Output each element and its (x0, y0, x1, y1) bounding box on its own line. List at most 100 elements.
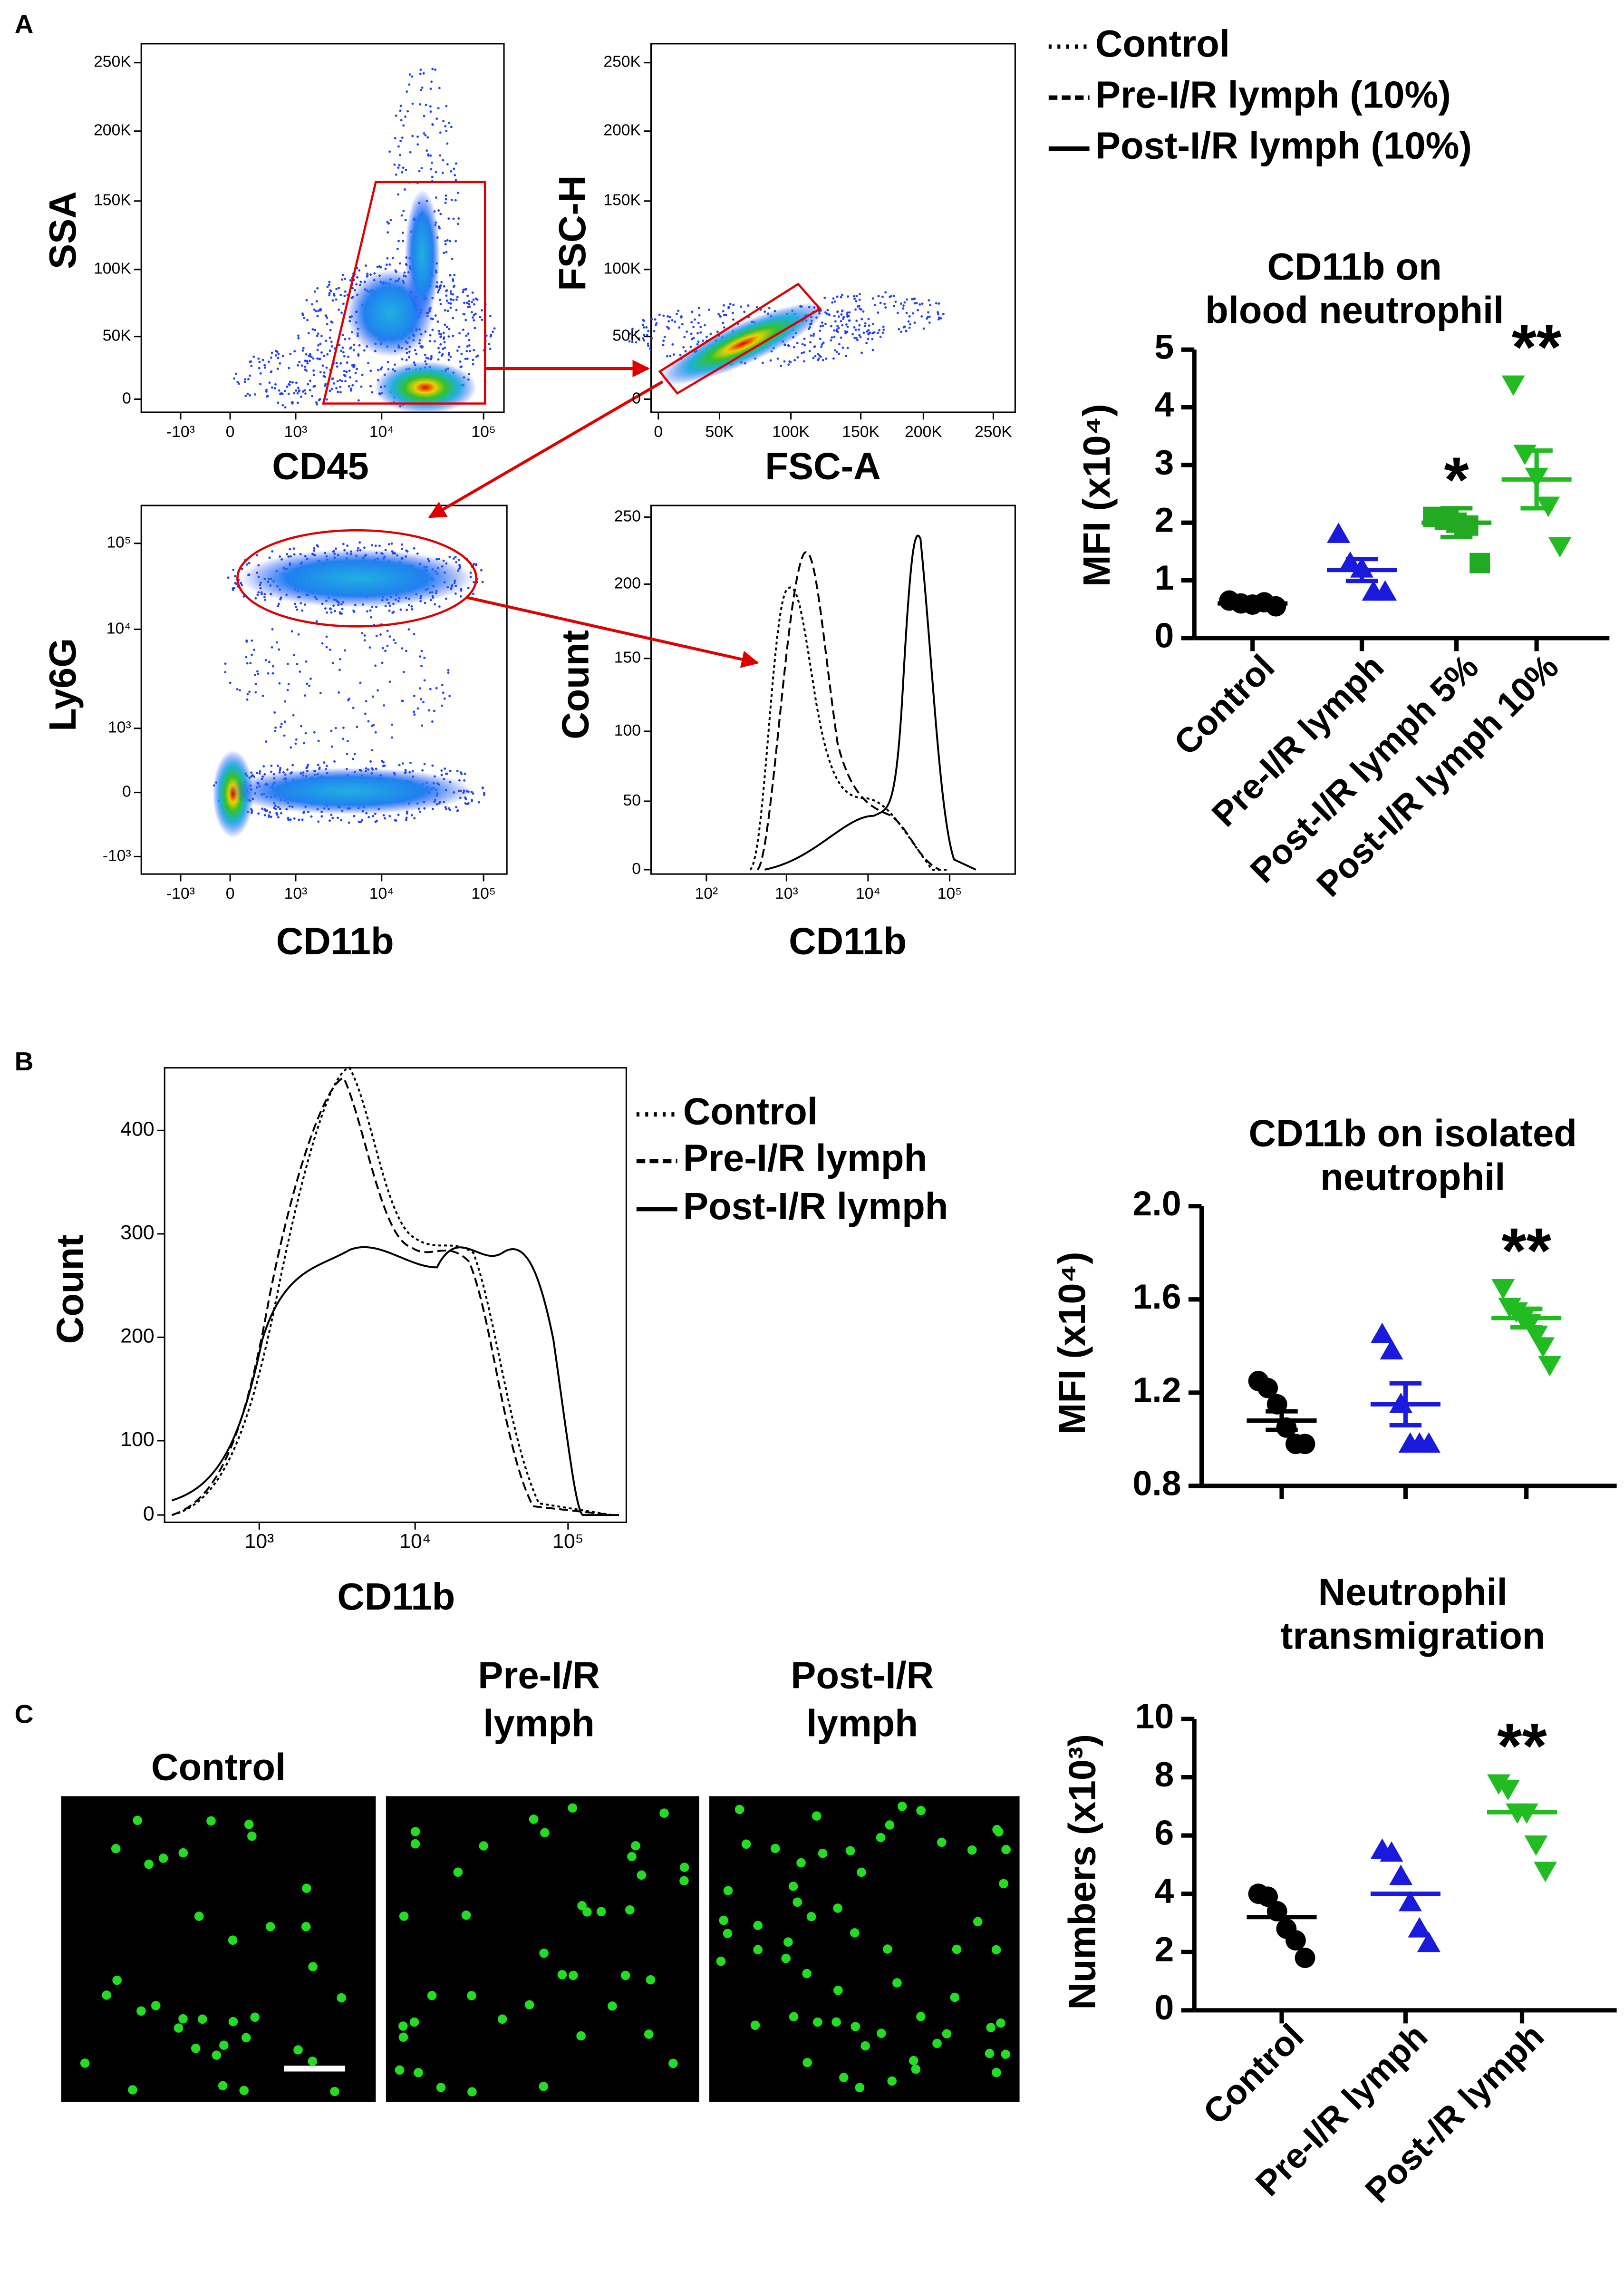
event (224, 671, 227, 674)
event (458, 332, 461, 335)
y-axis-label: Numbers (x10³) (1061, 1734, 1103, 2010)
event (305, 660, 308, 663)
event (441, 684, 444, 686)
event (437, 330, 440, 332)
micrographs (61, 1796, 1020, 2102)
event (444, 240, 447, 243)
event (466, 294, 469, 297)
cell (206, 1816, 216, 1826)
event (413, 695, 416, 698)
event (836, 295, 839, 298)
event (265, 740, 268, 743)
event (312, 357, 315, 360)
event (384, 817, 387, 820)
x-tick-label: 10⁴ (369, 885, 394, 902)
event (300, 725, 302, 728)
x-tick-label: 0 (226, 885, 235, 902)
event (776, 357, 779, 360)
event (858, 334, 861, 337)
cell (625, 1905, 635, 1915)
y-tick-label: 250 (614, 507, 641, 525)
event (481, 319, 483, 321)
cell (467, 2087, 477, 2097)
event (894, 301, 897, 303)
event (675, 312, 678, 315)
y-axis-label: Ly6G (41, 638, 84, 731)
event (421, 86, 424, 89)
cell (479, 1841, 489, 1851)
event (455, 805, 457, 808)
event (257, 357, 260, 360)
event (473, 563, 475, 565)
cell (723, 1886, 733, 1895)
event (336, 380, 339, 383)
event (268, 360, 270, 363)
event (686, 330, 688, 333)
event (473, 349, 475, 351)
event (402, 166, 405, 169)
cell (831, 2017, 841, 2027)
event (697, 340, 700, 343)
x-tick-label: 10⁵ (938, 885, 962, 902)
event (435, 171, 437, 174)
event (397, 240, 400, 243)
event (268, 660, 271, 663)
event (353, 343, 356, 346)
data-point (1469, 553, 1490, 573)
y-tick-label: 150K (603, 192, 641, 209)
cell (212, 2050, 222, 2060)
cell (608, 2001, 617, 2011)
event (682, 346, 685, 349)
event (725, 313, 727, 316)
y-tick-label: 100K (94, 260, 131, 278)
event (304, 368, 307, 371)
cell (453, 1867, 463, 1877)
significance: * (1444, 444, 1469, 515)
x-axis-label: CD11b (276, 920, 394, 962)
event (428, 340, 431, 343)
event (411, 135, 414, 137)
event (325, 765, 328, 767)
event (470, 799, 473, 802)
y-tick-label: 8 (1154, 1755, 1174, 1794)
event (457, 217, 460, 220)
event (307, 764, 309, 767)
event (450, 198, 453, 201)
event (416, 143, 419, 146)
event (240, 582, 242, 584)
event (313, 308, 316, 311)
event (419, 72, 422, 75)
event (859, 336, 862, 339)
event (472, 298, 475, 301)
cell (644, 2029, 654, 2039)
event (444, 202, 447, 204)
cell (568, 1970, 578, 1980)
event (404, 188, 406, 191)
event (398, 164, 401, 166)
event (868, 324, 870, 327)
event (343, 294, 346, 297)
event (459, 771, 462, 774)
event (286, 385, 289, 388)
event (768, 307, 771, 310)
event (339, 294, 342, 296)
event (291, 764, 294, 767)
event (481, 581, 484, 583)
event (401, 762, 404, 765)
event (896, 311, 899, 314)
y-tick-label: 50K (612, 327, 641, 345)
event (268, 556, 271, 559)
event (335, 298, 338, 301)
event (913, 302, 916, 305)
event (390, 542, 393, 545)
event (246, 392, 249, 395)
event (365, 264, 367, 267)
event (266, 809, 269, 812)
event (374, 544, 377, 547)
event (270, 764, 273, 767)
x-tick-label: 250K (975, 423, 1012, 441)
event (472, 592, 475, 595)
event (420, 167, 423, 170)
event (397, 814, 400, 816)
